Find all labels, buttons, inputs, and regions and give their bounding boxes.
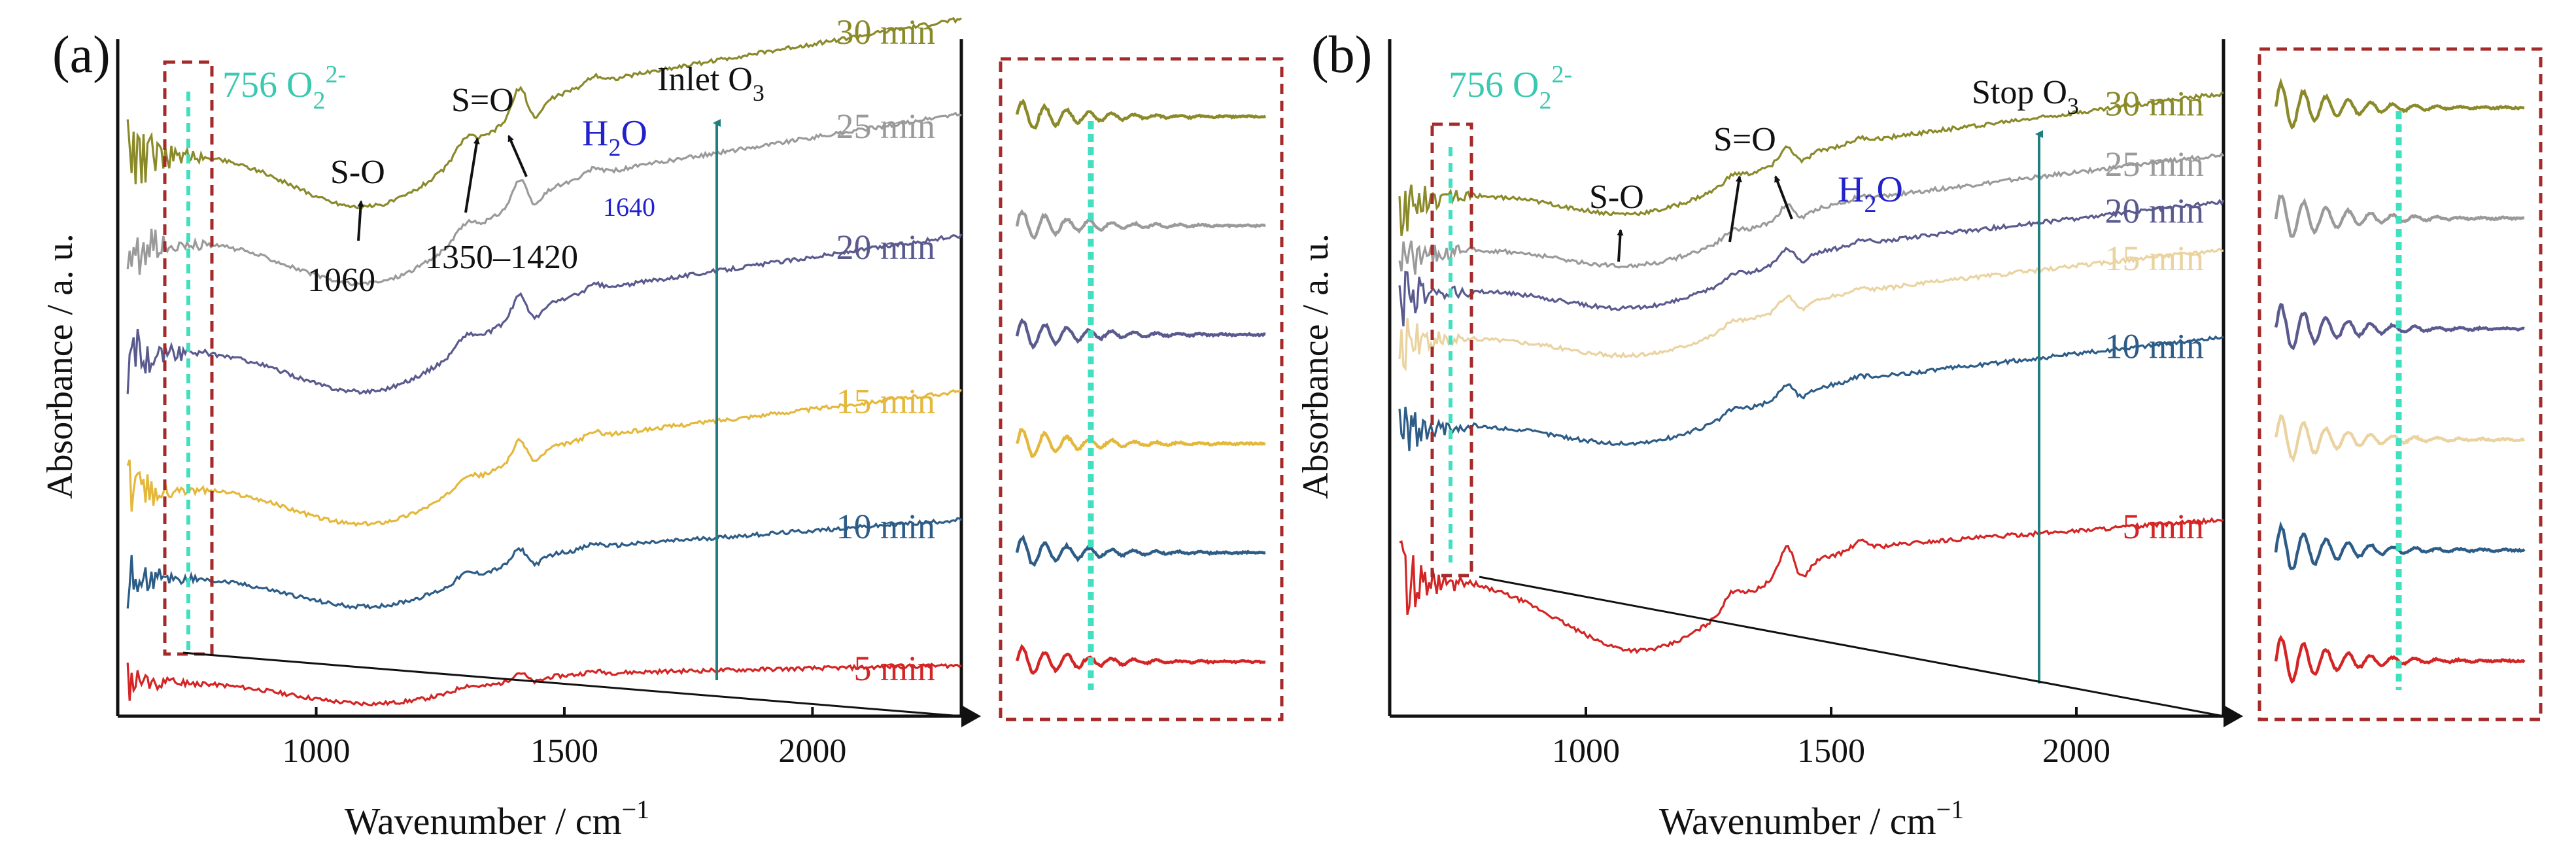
so-single-label-b: S-O [1589,179,1644,216]
inset-trace [1015,534,1266,567]
zoom-inset-a [999,57,1284,721]
x-tick-label: 1000 [1552,733,1620,770]
inset-trace [1015,209,1266,240]
inset-trace [1015,644,1266,675]
series-labels-a: 5 min 10 min 15 min 20 min 25 min 30 min [836,12,935,688]
so-single-arrow-b [1617,229,1624,262]
inset-trace [1015,428,1266,458]
spectrum-line [126,233,963,395]
so-double-value-a: 1350–1420 [425,239,578,276]
x-tick-label: 1500 [1797,733,1865,770]
series-labels-b: 5 min 10 min 15 min 20 min 25 min 30 min [2104,84,2204,546]
so-double-arrow-2-a [507,135,528,177]
inset-trace [2274,521,2526,570]
spectrum-line [126,389,963,527]
panel-a: (a) Absorbance / a. u. 1000 1500 2000 Wave… [40,12,1284,842]
series-label: 5 min [2122,507,2204,546]
x-axis-label-b: Wavenumber / cm−1 [1659,795,1964,842]
series-label: 5 min [853,649,935,688]
zoom-inset-curves-b [2274,77,2526,690]
zoom-pointer-a [182,651,962,717]
series-label: 30 min [836,12,935,52]
spectrum-line [1398,198,2225,327]
series-label: 15 min [836,381,935,421]
so-single-value-a: 1060 [307,262,375,299]
y-axis-label-b: Absorbance / a. u. [1296,233,1336,499]
x-tick-label: 2000 [2042,733,2110,770]
series-label: 25 min [2104,145,2204,184]
x-axis-label-a: Wavenumber / cm−1 [345,795,649,842]
so-double-arrow-2-b [1774,175,1793,220]
x-ticks-b: 1000 1500 2000 [1552,707,2110,770]
water-label-a: H2O [582,113,647,162]
x-axis-end-arrow-a [961,705,981,727]
spectra-a [126,16,963,707]
series-label: 20 min [836,228,935,267]
time-arrow-label-b: Stop O3 [1972,74,2079,119]
time-arrow-label-a: Inlet O3 [657,61,764,106]
water-value-a: 1640 [603,192,655,222]
panel-b: (b) Absorbance / a. u. 1000 1500 2000 Wave… [1296,26,2543,842]
water-label-b: H2O [1838,169,1903,218]
spectrum-line [126,517,963,610]
zoom-region-b [1430,122,1473,578]
x-axis-end-arrow-b [2224,705,2243,727]
spectrum-line [126,111,962,286]
series-label: 30 min [2104,84,2204,124]
panel-label-b: (b) [1311,26,1372,84]
spectrum-line [1398,247,2224,372]
spectrum-line [1398,335,2224,451]
spectrum-line [1399,517,2224,655]
peroxide-label-a: 756 O22- [222,61,346,114]
inset-trace [2274,302,2525,351]
spectrum-line [126,16,962,210]
series-label: 20 min [2104,192,2204,231]
so-single-arrow-a [357,200,364,241]
x-ticks-a: 1000 1500 2000 [283,707,846,770]
panel-label-a: (a) [52,26,111,84]
x-tick-label: 1000 [283,733,351,770]
x-tick-label: 2000 [778,733,846,770]
so-double-label-b: S=O [1713,121,1776,158]
series-label: 15 min [2104,239,2204,278]
zoom-pointer-b [1479,576,2224,717]
inset-trace [1015,98,1267,130]
spectrum-line [126,663,962,707]
spectrum-line [1398,152,2225,275]
zoom-inset-curves-a [1015,98,1267,690]
zoom-region-a [163,60,214,656]
inset-trace [2274,77,2525,130]
spectra-b [1398,91,2225,655]
zoom-inset-b [2258,47,2543,721]
so-double-label-a: S=O [451,82,514,119]
so-single-label-a: S-O [330,154,385,191]
series-label: 25 min [836,107,935,146]
spectrum-line [1398,91,2224,237]
series-label: 10 min [2104,327,2204,366]
x-tick-label: 1500 [530,733,598,770]
series-label: 10 min [836,507,935,546]
y-axis-label-a: Absorbance / a. u. [40,233,80,499]
inset-trace [1015,317,1266,350]
peroxide-label-b: 756 O22- [1449,61,1572,114]
so-double-arrow-1-b [1728,175,1742,243]
so-double-arrow-1-a [464,137,480,213]
